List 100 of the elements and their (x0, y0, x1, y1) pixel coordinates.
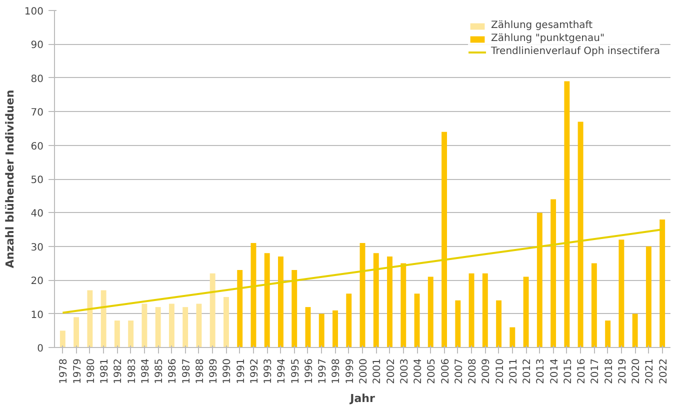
legend-label: Trendlinienverlauf Oph insectifera (491, 46, 660, 57)
y-tick-label: 20 (30, 276, 44, 288)
x-tick-label: 1984 (140, 358, 152, 384)
x-tick-label: 2000 (358, 358, 370, 384)
y-tick-label: 10 (30, 310, 44, 321)
x-tick-label: 2011 (508, 358, 520, 384)
x-tick-label: 2016 (576, 358, 588, 384)
bar (523, 276, 529, 348)
bar (223, 296, 229, 348)
bar (550, 199, 556, 348)
bar (114, 320, 120, 348)
x-tick-label: 2012 (522, 358, 534, 384)
bar (210, 273, 216, 348)
x-tick-label: 1995 (290, 358, 302, 384)
x-tick-label: 1998 (331, 358, 342, 384)
x-tick-label: 2001 (372, 358, 384, 384)
bar (496, 300, 502, 348)
x-tick-label: 2018 (604, 358, 615, 384)
bar (305, 307, 311, 348)
x-tick-label: 1979 (72, 358, 84, 384)
bar (196, 304, 202, 348)
x-axis-title: Jahr (349, 392, 376, 405)
bar (591, 263, 597, 348)
bar (237, 270, 243, 348)
x-tick-label: 1988 (194, 358, 206, 384)
bar (155, 307, 161, 348)
x-tick-label: 1980 (86, 358, 97, 384)
bar (332, 310, 338, 348)
y-tick-label: 80 (30, 74, 44, 85)
bar (510, 327, 516, 348)
x-tick-label: 2006 (440, 358, 452, 384)
bar (646, 246, 652, 348)
y-tick-label: 30 (30, 242, 44, 254)
bar (128, 320, 134, 348)
legend-label: Zählung "punktgenau" (491, 33, 605, 44)
x-tick-label: 1993 (263, 358, 274, 384)
bar (100, 290, 106, 348)
y-tick-label: 0 (37, 344, 44, 354)
bar (660, 219, 666, 348)
x-tick-label: 1985 (154, 358, 166, 384)
bar (264, 253, 270, 348)
x-tick-label: 2014 (549, 358, 560, 384)
bar (468, 273, 474, 348)
legend-label: Zählung gesamthaft (491, 20, 593, 31)
x-tick-label: 1990 (222, 358, 234, 384)
x-tick-label: 1991 (236, 358, 247, 384)
bar (292, 270, 298, 348)
bar (632, 314, 638, 348)
bar (142, 304, 148, 348)
y-tick-label: 90 (30, 40, 44, 52)
x-tick-label: 2008 (468, 358, 479, 384)
x-tick-label: 2021 (644, 358, 656, 384)
x-tick-label: 1978 (58, 358, 70, 384)
bar (605, 320, 611, 348)
x-tick-label: 1996 (304, 358, 315, 384)
bar (428, 276, 434, 348)
x-tick-label: 1992 (249, 358, 260, 384)
y-tick-label: 40 (30, 208, 44, 220)
bar (318, 314, 324, 348)
x-tick-label: 2003 (399, 358, 410, 384)
x-tick-label: 2002 (386, 358, 397, 384)
y-tick-label: 60 (30, 141, 44, 152)
x-tick-label: 1997 (318, 358, 329, 384)
bar (400, 263, 406, 348)
bar (564, 81, 570, 348)
y-tick-label: 50 (30, 175, 44, 186)
bar (346, 294, 352, 348)
bar (373, 253, 379, 348)
x-tick-label: 2019 (617, 358, 628, 384)
bar (74, 317, 80, 348)
y-tick-label: 100 (24, 6, 44, 18)
bar (278, 256, 284, 348)
bar (482, 273, 488, 348)
x-tick-label: 1986 (168, 358, 179, 384)
bar (168, 304, 174, 348)
bar (387, 256, 392, 348)
y-tick-label: 70 (30, 108, 44, 119)
bar (60, 330, 66, 348)
x-tick-label: 1982 (113, 358, 124, 384)
bar (578, 122, 584, 348)
bar (455, 300, 461, 348)
x-tick-label: 2007 (454, 358, 465, 384)
bar (182, 307, 188, 348)
bar (250, 243, 256, 348)
x-tick-label: 2004 (413, 358, 424, 384)
bar (87, 290, 93, 348)
x-tick-label: 2015 (562, 358, 574, 384)
x-tick-label: 1983 (126, 358, 138, 384)
x-tick-label: 2010 (494, 358, 506, 384)
x-tick-label: 2017 (590, 358, 602, 384)
x-tick-label: 2022 (658, 358, 670, 384)
bar (536, 212, 542, 348)
bar (618, 240, 624, 348)
x-tick-label: 1989 (208, 358, 220, 384)
y-axis-title: Anzahl blühender Individuen (3, 90, 16, 268)
x-tick-label: 2013 (536, 358, 547, 384)
bar (414, 294, 420, 348)
x-tick-label: 1981 (100, 358, 111, 384)
x-tick-label: 2009 (481, 358, 492, 384)
x-tick-label: 1994 (276, 358, 288, 384)
